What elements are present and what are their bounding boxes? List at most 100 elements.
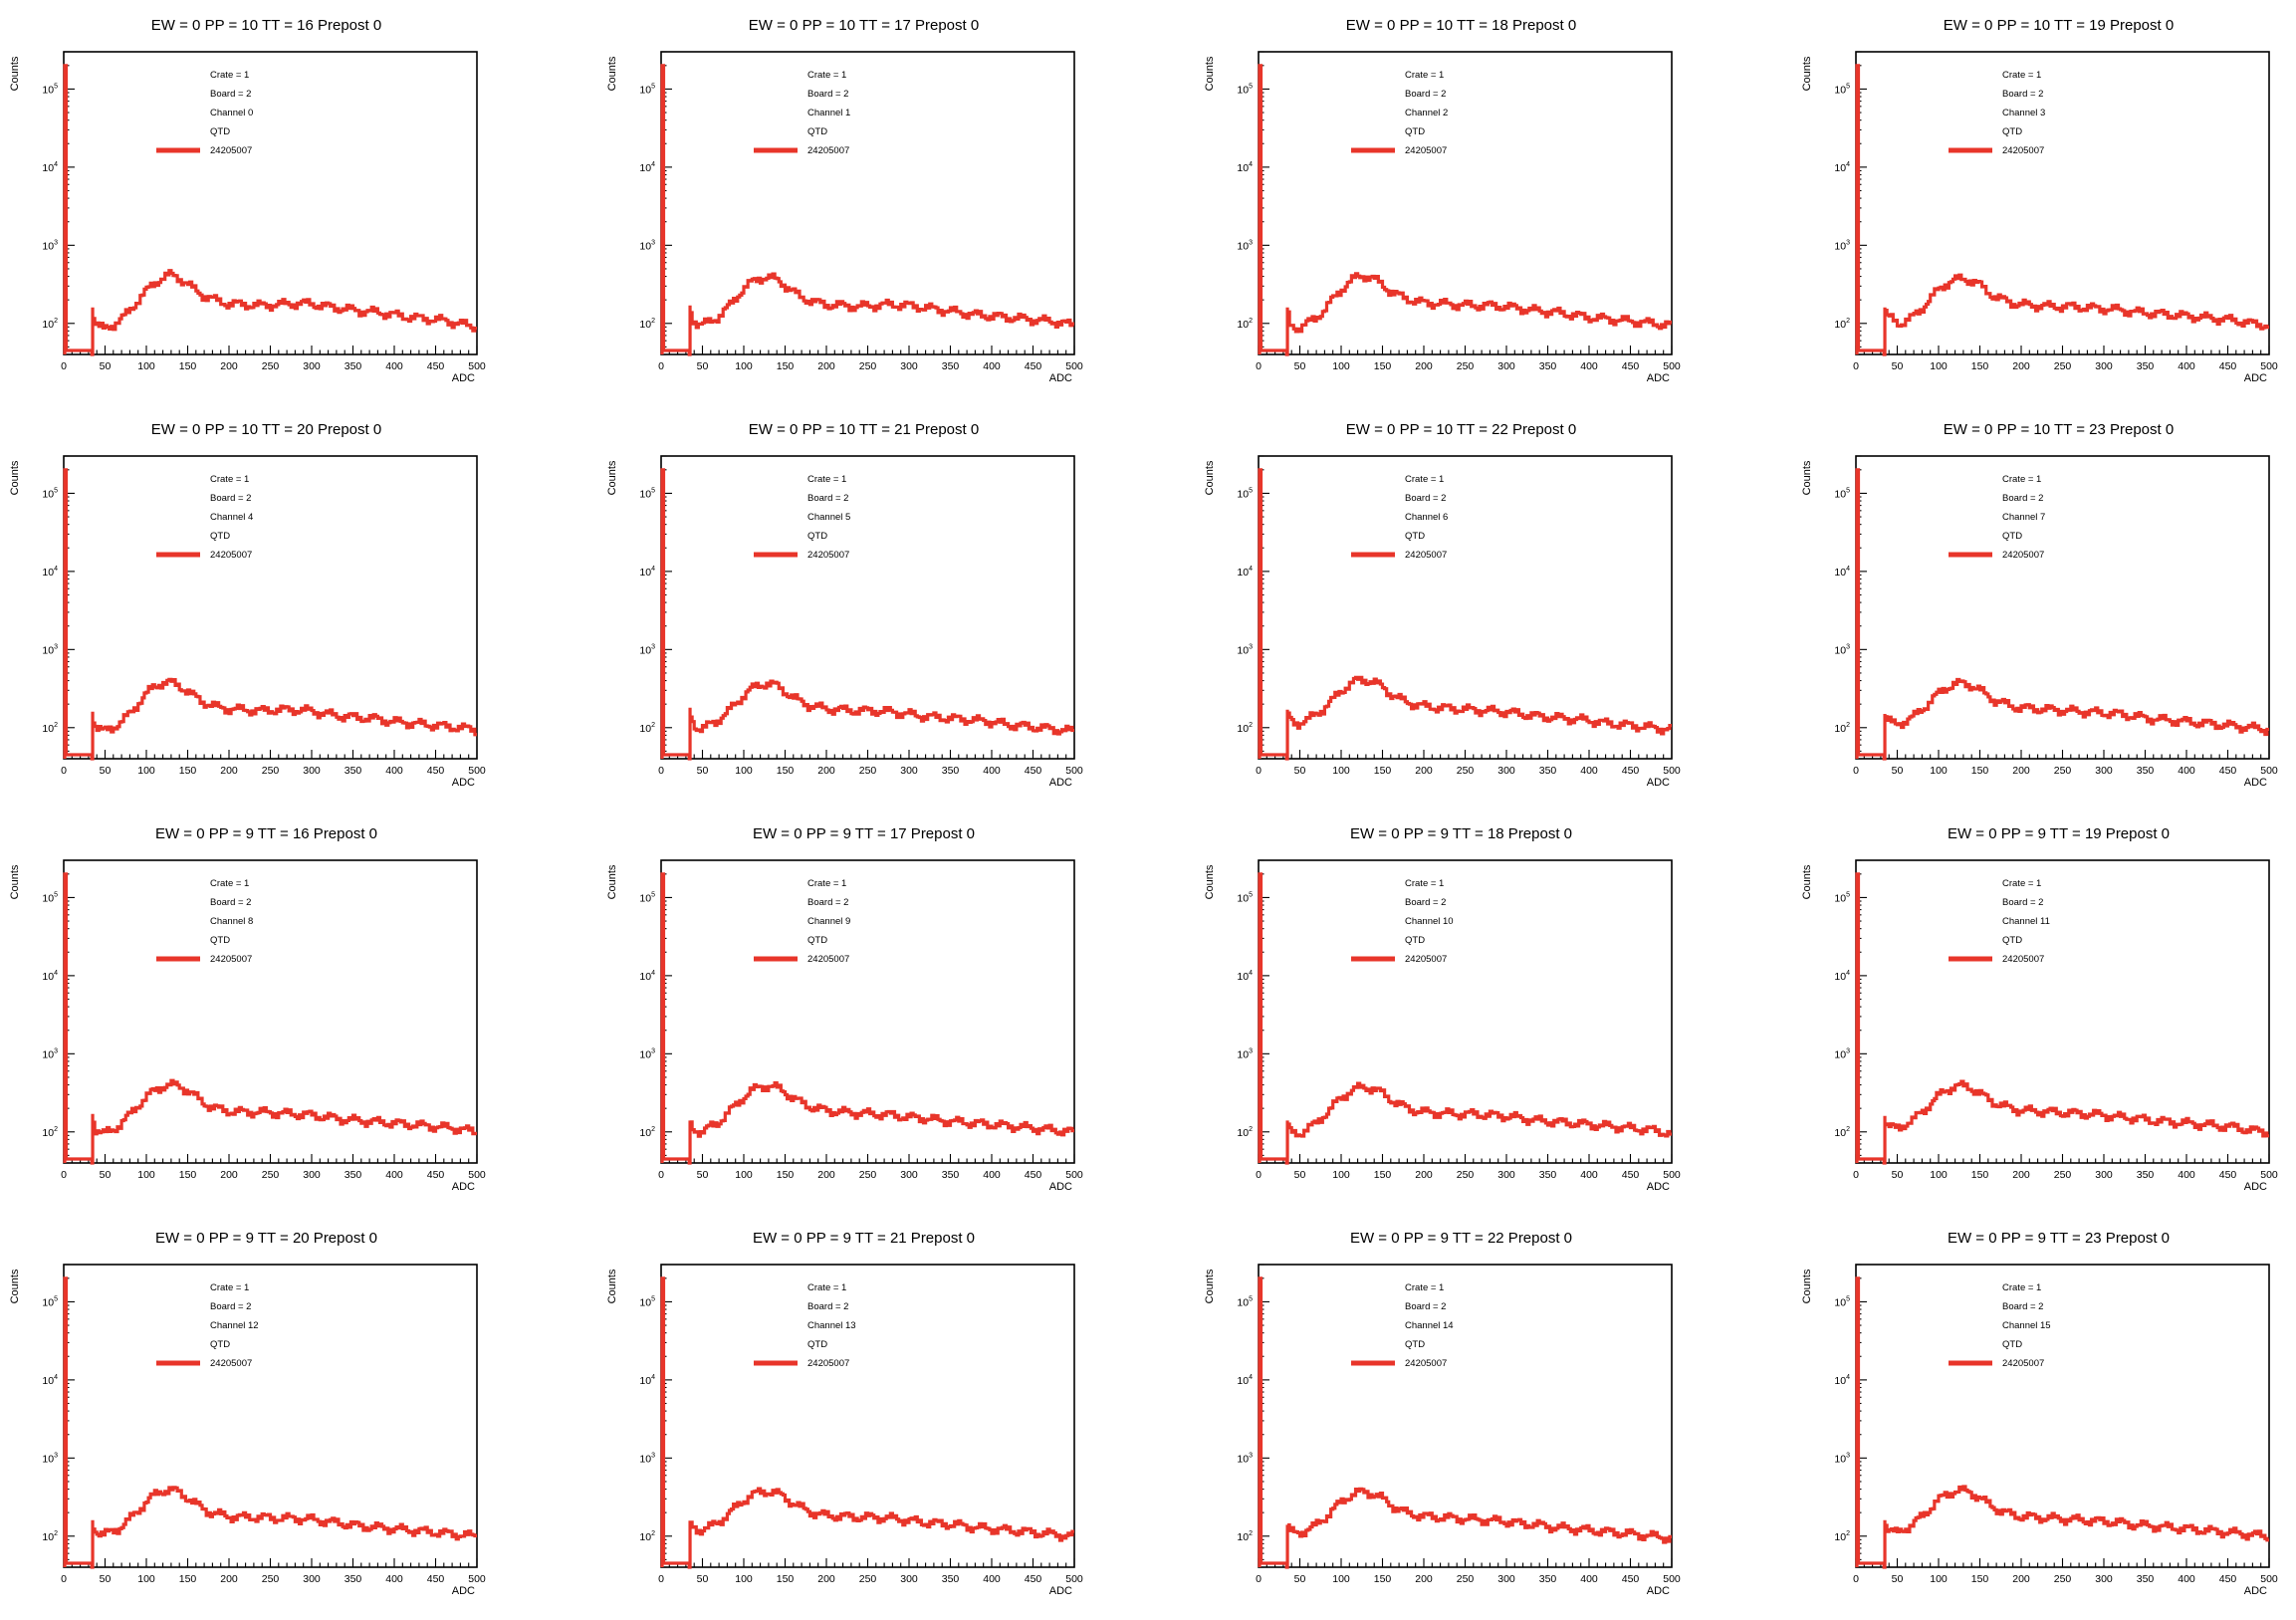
legend-entry: QTD bbox=[2002, 935, 2022, 946]
y-axis-label: Counts bbox=[9, 864, 21, 899]
x-tick-label: 100 bbox=[1332, 765, 1350, 777]
histogram-panel: EW = 0 PP = 9 TT = 21 Prepost 0 Counts ADC… bbox=[601, 1217, 1175, 1620]
x-tick-label: 100 bbox=[735, 360, 753, 372]
y-axis-label: Counts bbox=[1801, 864, 1813, 899]
x-tick-label: 350 bbox=[942, 1169, 960, 1181]
x-tick-label: 300 bbox=[900, 1169, 918, 1181]
x-tick-label: 200 bbox=[220, 1169, 238, 1181]
legend-entry: QTD bbox=[1405, 935, 1425, 946]
x-tick-label: 450 bbox=[1025, 765, 1042, 777]
y-axis-label: Counts bbox=[606, 1269, 618, 1303]
y-tick-label: 103 bbox=[42, 643, 58, 656]
x-tick-label: 500 bbox=[468, 765, 486, 777]
x-tick-label: 350 bbox=[344, 360, 362, 372]
x-tick-label: 0 bbox=[1853, 360, 1859, 372]
x-tick-label: 100 bbox=[1332, 1169, 1350, 1181]
x-tick-label: 250 bbox=[2054, 765, 2072, 777]
x-tick-label: 450 bbox=[427, 360, 445, 372]
legend-entry: Channel 5 bbox=[807, 512, 850, 523]
histogram-series-line bbox=[1855, 64, 2269, 356]
x-tick-label: 250 bbox=[859, 360, 877, 372]
x-tick-label: 50 bbox=[100, 1169, 112, 1181]
y-axis-label: Counts bbox=[606, 864, 618, 899]
x-tick-label: 450 bbox=[1025, 1573, 1042, 1585]
histogram-series-line bbox=[63, 872, 477, 1165]
legend-entry: Board = 2 bbox=[210, 89, 251, 100]
y-tick-label: 104 bbox=[1237, 161, 1253, 174]
x-tick-label: 100 bbox=[735, 765, 753, 777]
x-axis-label: ADC bbox=[1647, 372, 1670, 384]
y-tick-label: 102 bbox=[42, 318, 58, 331]
legend-entry: Crate = 1 bbox=[2002, 878, 2041, 889]
x-tick-label: 300 bbox=[2095, 765, 2113, 777]
legend-entry: Channel 10 bbox=[1405, 916, 1454, 927]
histogram-plot: EW = 0 PP = 9 TT = 20 Prepost 0 Counts ADC… bbox=[9, 1230, 486, 1597]
histogram-series-line bbox=[63, 1276, 477, 1569]
x-tick-label: 0 bbox=[61, 360, 67, 372]
x-tick-label: 500 bbox=[468, 1573, 486, 1585]
x-tick-label: 50 bbox=[100, 360, 112, 372]
x-tick-label: 350 bbox=[942, 360, 960, 372]
x-tick-label: 200 bbox=[2012, 1573, 2030, 1585]
legend-entry: Board = 2 bbox=[210, 897, 251, 908]
histogram-series-line bbox=[1855, 468, 2269, 761]
legend-entry: QTD bbox=[1405, 1339, 1425, 1350]
histogram-plot: EW = 0 PP = 9 TT = 18 Prepost 0 Counts ADC… bbox=[1204, 825, 1681, 1193]
legend-entry: Board = 2 bbox=[1405, 1301, 1446, 1312]
x-tick-label: 50 bbox=[697, 1573, 709, 1585]
x-tick-label: 450 bbox=[1025, 360, 1042, 372]
x-tick-label: 150 bbox=[179, 360, 197, 372]
x-tick-label: 400 bbox=[385, 1169, 403, 1181]
legend-entry: Crate = 1 bbox=[210, 70, 249, 81]
x-tick-label: 100 bbox=[1930, 1169, 1948, 1181]
x-tick-label: 300 bbox=[1497, 1573, 1515, 1585]
x-axis-label: ADC bbox=[2244, 1585, 2267, 1597]
y-axis-label: Counts bbox=[9, 56, 21, 91]
x-tick-label: 200 bbox=[2012, 765, 2030, 777]
x-tick-label: 400 bbox=[1580, 1169, 1598, 1181]
legend-entry: Crate = 1 bbox=[2002, 474, 2041, 485]
panel-title: EW = 0 PP = 10 TT = 18 Prepost 0 bbox=[1346, 17, 1576, 34]
legend-entry: Board = 2 bbox=[1405, 89, 1446, 100]
x-tick-label: 500 bbox=[2260, 765, 2278, 777]
x-tick-label: 350 bbox=[1539, 765, 1557, 777]
legend-entry: Board = 2 bbox=[2002, 897, 2043, 908]
y-tick-label: 103 bbox=[1237, 1047, 1253, 1060]
y-tick-label: 105 bbox=[1237, 487, 1253, 500]
x-tick-label: 350 bbox=[344, 1169, 362, 1181]
y-tick-label: 102 bbox=[1834, 1530, 1850, 1543]
x-tick-label: 300 bbox=[303, 360, 321, 372]
x-tick-label: 250 bbox=[262, 1169, 280, 1181]
x-tick-label: 50 bbox=[697, 1169, 709, 1181]
x-tick-label: 400 bbox=[1580, 1573, 1598, 1585]
x-tick-label: 400 bbox=[385, 360, 403, 372]
histogram-plot: EW = 0 PP = 10 TT = 20 Prepost 0 Counts AD… bbox=[9, 421, 486, 789]
x-tick-label: 200 bbox=[220, 1573, 238, 1585]
x-tick-label: 400 bbox=[2178, 1169, 2195, 1181]
x-tick-label: 200 bbox=[2012, 1169, 2030, 1181]
x-tick-label: 200 bbox=[2012, 360, 2030, 372]
x-tick-label: 50 bbox=[1892, 765, 1904, 777]
x-tick-label: 350 bbox=[344, 765, 362, 777]
x-tick-label: 0 bbox=[658, 1573, 664, 1585]
x-tick-label: 450 bbox=[1622, 360, 1640, 372]
histogram-series-line bbox=[1258, 468, 1672, 761]
legend-entry: Board = 2 bbox=[210, 493, 251, 504]
y-axis-label: Counts bbox=[9, 460, 21, 495]
x-tick-label: 300 bbox=[2095, 1169, 2113, 1181]
x-tick-label: 400 bbox=[385, 1573, 403, 1585]
histogram-series-line bbox=[660, 872, 1074, 1165]
panel-title: EW = 0 PP = 10 TT = 23 Prepost 0 bbox=[1944, 421, 2174, 438]
y-tick-label: 103 bbox=[42, 239, 58, 252]
legend-entry: Board = 2 bbox=[2002, 1301, 2043, 1312]
x-tick-label: 350 bbox=[344, 1573, 362, 1585]
y-tick-label: 103 bbox=[42, 1047, 58, 1060]
x-axis-label: ADC bbox=[2244, 777, 2267, 789]
legend-series-label: 24205007 bbox=[807, 1358, 849, 1369]
x-tick-label: 450 bbox=[1622, 1573, 1640, 1585]
legend-series-label: 24205007 bbox=[807, 550, 849, 561]
x-axis-label: ADC bbox=[452, 1585, 475, 1597]
y-tick-label: 104 bbox=[639, 970, 655, 983]
histogram-series-line bbox=[660, 64, 1074, 356]
